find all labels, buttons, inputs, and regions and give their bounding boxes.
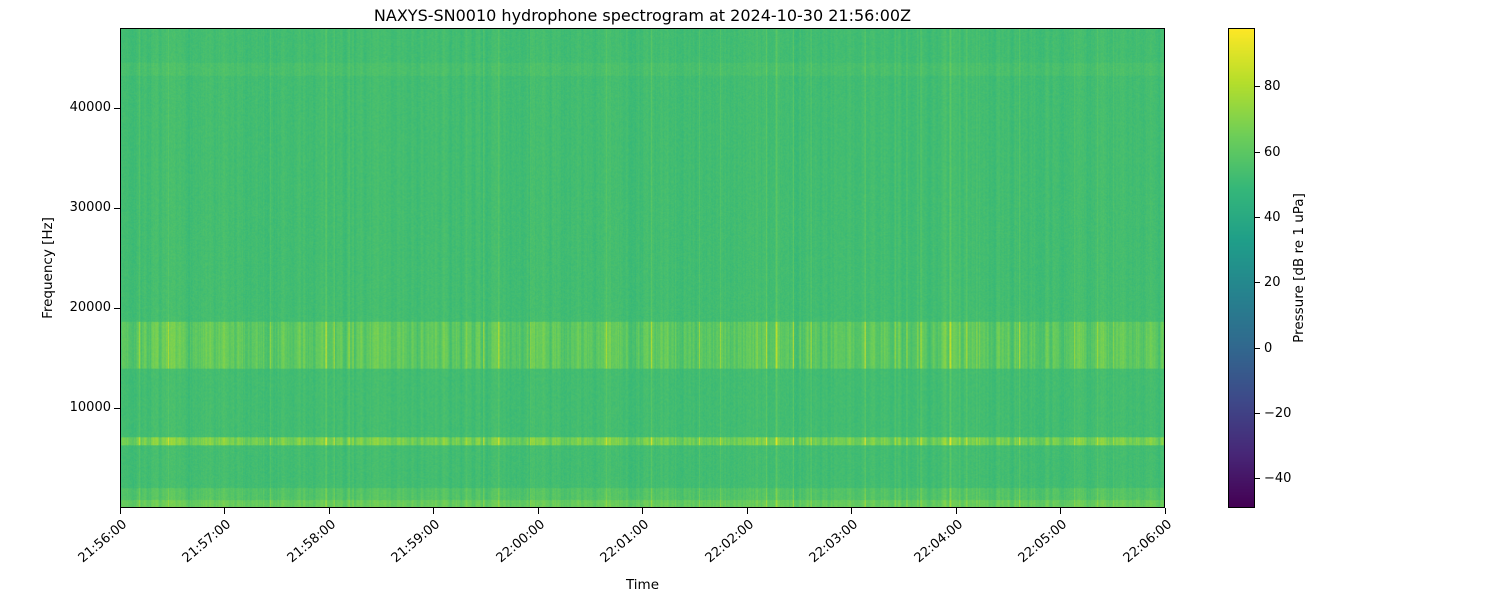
colorbar-tick-mark <box>1255 282 1260 284</box>
colorbar <box>1228 28 1255 508</box>
x-tick-label-text: 21:58:00 <box>284 517 339 567</box>
y-tick-mark <box>114 307 120 309</box>
plot-title: NAXYS-SN0010 hydrophone spectrogram at 2… <box>373 6 912 25</box>
x-tick-mark <box>224 508 225 514</box>
x-tick-mark <box>642 508 643 514</box>
x-tick-mark <box>433 508 434 514</box>
spectrogram-plot-area <box>120 28 1165 508</box>
y-tick-label: 40000 <box>69 100 111 115</box>
colorbar-tick-mark <box>1255 347 1260 349</box>
y-axis-label: Frequency [Hz] <box>34 28 62 508</box>
colorbar-tick-label: −20 <box>1264 405 1292 421</box>
colorbar-tick-mark <box>1255 478 1260 480</box>
x-tick-mark <box>1164 508 1166 514</box>
x-tick-mark <box>851 508 852 514</box>
x-tick-label-text: 21:57:00 <box>179 517 235 567</box>
x-tick-label-text: 21:56:00 <box>75 517 130 567</box>
x-tick-label-text: 22:05:00 <box>1015 517 1071 567</box>
colorbar-tick-mark <box>1255 216 1260 218</box>
x-tick-label-text: 22:06:00 <box>1120 517 1175 567</box>
colorbar-gradient <box>1229 29 1254 507</box>
x-tick-label-text: 22:03:00 <box>806 517 862 567</box>
colorbar-tick-label: 20 <box>1264 275 1281 291</box>
colorbar-tick-label: 80 <box>1264 79 1281 95</box>
colorbar-tick-label: 60 <box>1264 144 1281 160</box>
x-tick-mark <box>119 508 121 514</box>
x-tick-mark <box>537 508 539 514</box>
x-tick-label-text: 21:59:00 <box>388 517 444 567</box>
colorbar-label-text: Pressure [dB re 1 uPa] <box>1291 193 1307 343</box>
y-tick-label: 20000 <box>69 300 111 315</box>
colorbar-label: Pressure [dB re 1 uPa] <box>1285 28 1313 508</box>
x-tick-label-text: 22:01:00 <box>597 517 653 567</box>
y-tick-mark <box>114 207 120 209</box>
x-tick-label-text: 22:02:00 <box>702 517 757 567</box>
colorbar-tick-label: 0 <box>1264 340 1273 356</box>
y-tick-label: 30000 <box>69 200 111 215</box>
colorbar-tick-label: 40 <box>1264 209 1281 225</box>
y-tick-label: 10000 <box>69 400 111 415</box>
colorbar-tick-mark <box>1255 151 1260 153</box>
spectrogram-heatmap <box>121 29 1164 507</box>
x-tick-mark <box>955 508 957 514</box>
x-tick-label-text: 22:00:00 <box>493 517 548 567</box>
x-tick-label-text: 22:04:00 <box>911 517 966 567</box>
colorbar-tick-mark <box>1255 86 1260 88</box>
colorbar-tick-label: −40 <box>1264 471 1292 487</box>
x-tick-mark <box>328 508 330 514</box>
x-axis-label: Time <box>625 577 660 593</box>
y-tick-mark <box>114 407 120 409</box>
y-tick-mark <box>114 107 120 109</box>
colorbar-tick-mark <box>1255 412 1260 414</box>
x-tick-mark <box>746 508 748 514</box>
x-tick-mark <box>1060 508 1061 514</box>
